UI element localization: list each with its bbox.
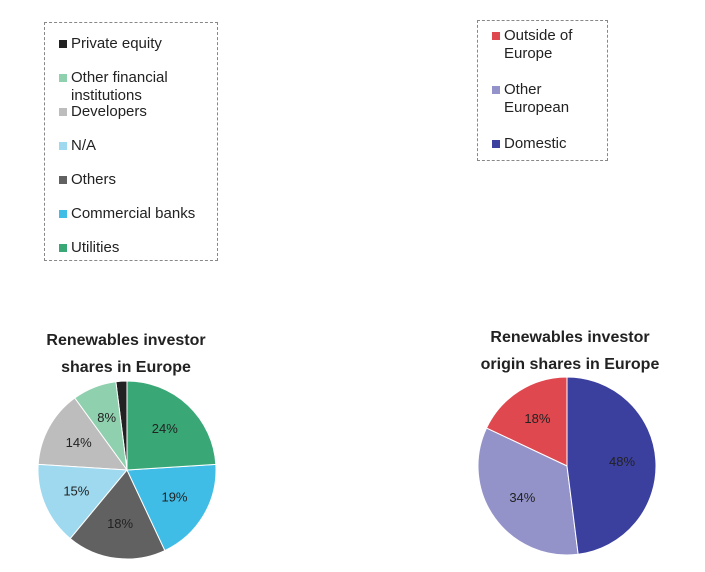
- data-label: 34%: [509, 490, 535, 505]
- legend-swatch: [492, 32, 500, 40]
- legend-label: N/A: [71, 137, 97, 154]
- chart-title: Renewables investor shares in Europe: [46, 332, 206, 376]
- pie-slice: [37, 397, 129, 471]
- legend-item: Utilities: [59, 239, 199, 257]
- legend-swatch: [59, 176, 67, 184]
- legend-item: Developers: [59, 103, 199, 121]
- legend-label: Developers: [71, 103, 147, 120]
- legend-swatch: [492, 140, 500, 148]
- legend-label: Utilities: [71, 239, 120, 256]
- legend-item: N/A: [59, 137, 199, 155]
- pie-slice: [69, 469, 166, 560]
- pie-slice: [126, 380, 217, 471]
- legend-item: Outside of Europe: [492, 27, 592, 63]
- legend: Private equity Other financial institutio…: [44, 22, 218, 261]
- data-label: 14%: [66, 435, 92, 450]
- legend-label: Other European: [504, 81, 570, 116]
- legend-label: Outside of Europe: [504, 27, 573, 62]
- legend-label: Others: [71, 171, 117, 188]
- pie-slice: [37, 463, 129, 540]
- legend-swatch: [59, 210, 67, 218]
- legend-item: Other European: [492, 81, 592, 117]
- data-label: 8%: [97, 410, 116, 425]
- data-label: 18%: [107, 516, 133, 531]
- legend-label: Domestic: [504, 135, 567, 152]
- pie-slice: [566, 376, 657, 555]
- legend-item: Private equity: [59, 35, 199, 53]
- legend-swatch: [59, 142, 67, 150]
- legend-swatch: [59, 40, 67, 48]
- legend-label: Commercial banks: [71, 205, 196, 222]
- legend-item: Commercial banks: [59, 205, 199, 223]
- legend-label: Private equity: [71, 35, 162, 52]
- pie-slice: [126, 463, 217, 552]
- pie-slice: [485, 376, 568, 467]
- data-label: 24%: [152, 421, 178, 436]
- data-label: 48%: [609, 454, 635, 469]
- legend-swatch: [59, 74, 67, 82]
- legend: Outside of Europe Other European Domestic: [477, 20, 608, 161]
- legend-item: Others: [59, 171, 199, 189]
- legend-swatch: [59, 108, 67, 116]
- legend-item: Domestic: [492, 135, 592, 153]
- legend-swatch: [59, 244, 67, 252]
- data-label: 18%: [524, 411, 550, 426]
- legend-swatch: [492, 86, 500, 94]
- data-label: 19%: [161, 490, 187, 505]
- data-label: 15%: [63, 483, 89, 498]
- legend-item: Other financial institutions: [59, 69, 199, 105]
- pie-slice: [477, 427, 579, 556]
- chart-title: Renewables investor origin shares in Eur…: [480, 329, 660, 373]
- legend-label: Other financial institutions: [71, 69, 168, 104]
